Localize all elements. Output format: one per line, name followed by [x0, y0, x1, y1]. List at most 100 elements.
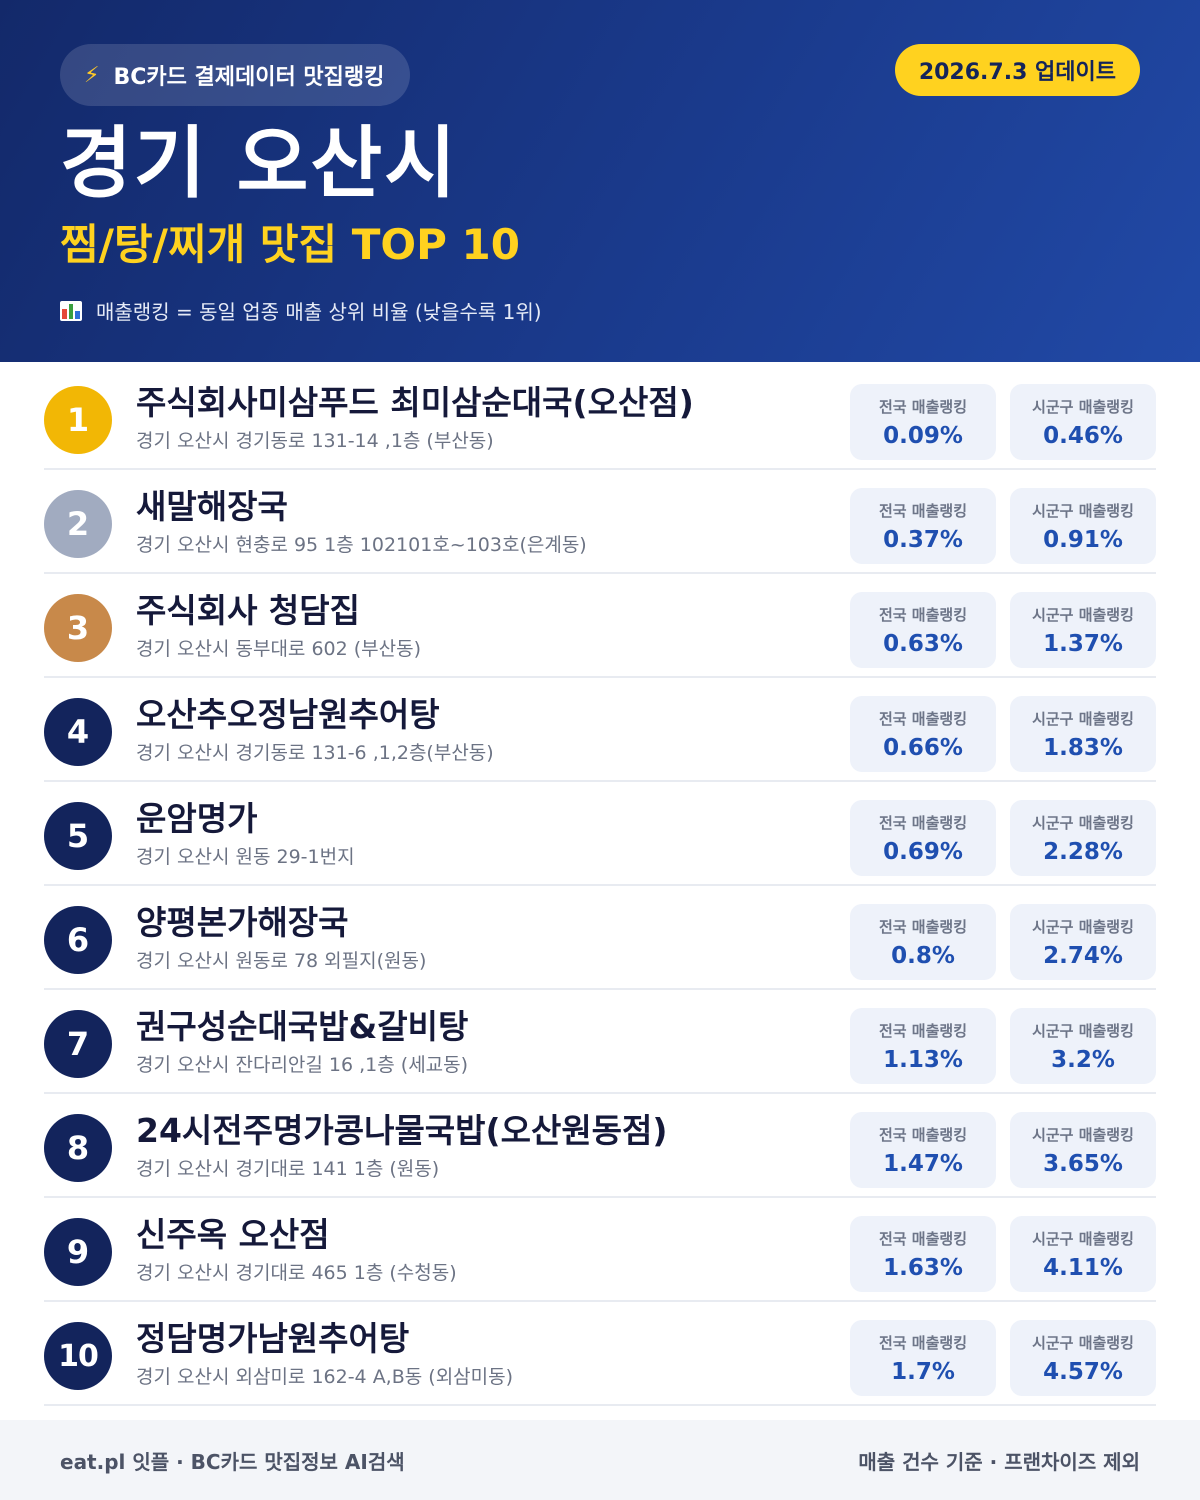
restaurant-list: 1 주식회사미삼푸드 최미삼순대국(오산점) 경기 오산시 경기동로 131-14 …	[44, 366, 1156, 1406]
national-ranking-value: 0.69%	[883, 838, 963, 865]
local-ranking-card: 시군구 매출랭킹 2.74%	[1010, 904, 1156, 980]
national-ranking-card: 전국 매출랭킹 1.47%	[850, 1112, 996, 1188]
header-banner: ⚡ BC카드 결제데이터 맛집랭킹 2026.7.3 업데이트 경기 오산시 찜…	[0, 0, 1200, 362]
local-ranking-value: 1.37%	[1043, 630, 1123, 657]
restaurant-name: 양평본가해장국	[136, 903, 349, 942]
restaurant-address: 경기 오산시 현충로 95 1층 102101호~103호(은계동)	[136, 534, 587, 556]
local-ranking-card: 시군구 매출랭킹 3.2%	[1010, 1008, 1156, 1084]
local-ranking-label: 시군구 매출랭킹	[1032, 1021, 1134, 1040]
local-ranking-label: 시군구 매출랭킹	[1032, 501, 1134, 520]
local-ranking-card: 시군구 매출랭킹 1.37%	[1010, 592, 1156, 668]
brand-badge: ⚡ BC카드 결제데이터 맛집랭킹	[60, 44, 411, 106]
national-ranking-card: 전국 매출랭킹 1.13%	[850, 1008, 996, 1084]
national-ranking-value: 1.47%	[883, 1150, 963, 1177]
local-ranking-value: 2.74%	[1043, 942, 1123, 969]
national-ranking-label: 전국 매출랭킹	[878, 709, 968, 728]
restaurant-name: 24시전주명가콩나물국밥(오산원동점)	[136, 1111, 668, 1150]
national-ranking-card: 전국 매출랭킹 0.09%	[850, 384, 996, 460]
rank-badge: 3	[44, 594, 112, 662]
national-ranking-value: 1.13%	[883, 1046, 963, 1073]
local-ranking-card: 시군구 매출랭킹 2.28%	[1010, 800, 1156, 876]
rank-badge: 10	[44, 1322, 112, 1390]
local-ranking-value: 0.91%	[1043, 526, 1123, 553]
rank-badge: 1	[44, 386, 112, 454]
list-item[interactable]: 4 오산추오정남원추어탕 경기 오산시 경기동로 131-6 ,1,2층(부산동) 전…	[44, 678, 1156, 782]
update-date-badge: 2026.7.3 업데이트	[894, 44, 1140, 96]
national-ranking-label: 전국 매출랭킹	[878, 1125, 968, 1144]
national-ranking-card: 전국 매출랭킹 0.8%	[850, 904, 996, 980]
bar-chart-icon	[60, 300, 82, 321]
national-ranking-card: 전국 매출랭킹 0.66%	[850, 696, 996, 772]
local-ranking-value: 3.2%	[1051, 1046, 1115, 1073]
local-ranking-card: 시군구 매출랭킹 1.83%	[1010, 696, 1156, 772]
national-ranking-label: 전국 매출랭킹	[878, 397, 968, 416]
list-item[interactable]: 3 주식회사 청담집 경기 오산시 동부대로 602 (부산동) 전국 매출랭킹 0.6…	[44, 574, 1156, 678]
local-ranking-value: 0.46%	[1043, 422, 1123, 449]
restaurant-address: 경기 오산시 경기대로 465 1층 (수청동)	[136, 1262, 457, 1284]
footer: eat.pl 잇플 · BC카드 맛집정보 AI검색 매출 건수 기준 · 프랜…	[0, 1420, 1200, 1500]
national-ranking-value: 0.8%	[891, 942, 955, 969]
local-ranking-card: 시군구 매출랭킹 4.11%	[1010, 1216, 1156, 1292]
restaurant-address: 경기 오산시 동부대로 602 (부산동)	[136, 638, 422, 660]
rank-badge: 9	[44, 1218, 112, 1286]
national-ranking-card: 전국 매출랭킹 0.69%	[850, 800, 996, 876]
lightning-icon: ⚡	[84, 62, 100, 88]
ranking-legend-text: 매출랭킹 = 동일 업종 매출 상위 비율 (낮을수록 1위)	[96, 300, 542, 324]
national-ranking-value: 0.37%	[883, 526, 963, 553]
national-ranking-value: 0.66%	[883, 734, 963, 761]
restaurant-name: 오산추오정남원추어탕	[136, 695, 440, 734]
restaurant-address: 경기 오산시 경기동로 131-14 ,1층 (부산동)	[136, 430, 494, 452]
footer-note: 매출 건수 기준 · 프랜차이즈 제외	[858, 1449, 1140, 1474]
restaurant-name: 정담명가남원추어탕	[136, 1319, 410, 1358]
restaurant-address: 경기 오산시 원동로 78 외필지(원동)	[136, 950, 427, 972]
local-ranking-value: 1.83%	[1043, 734, 1123, 761]
restaurant-name: 운암명가	[136, 799, 258, 838]
restaurant-address: 경기 오산시 잔다리안길 16 ,1층 (세교동)	[136, 1054, 469, 1076]
rank-badge: 4	[44, 698, 112, 766]
local-ranking-card: 시군구 매출랭킹 0.46%	[1010, 384, 1156, 460]
rank-badge: 2	[44, 490, 112, 558]
rank-badge: 8	[44, 1114, 112, 1182]
national-ranking-label: 전국 매출랭킹	[878, 605, 968, 624]
local-ranking-value: 4.11%	[1043, 1254, 1123, 1281]
rank-badge: 5	[44, 802, 112, 870]
ranking-legend: 매출랭킹 = 동일 업종 매출 상위 비율 (낮을수록 1위)	[60, 296, 542, 325]
restaurant-name: 새말해장국	[136, 487, 288, 526]
list-item[interactable]: 6 양평본가해장국 경기 오산시 원동로 78 외필지(원동) 전국 매출랭킹 0.8%…	[44, 886, 1156, 990]
restaurant-name: 권구성순대국밥&갈비탕	[136, 1007, 469, 1046]
restaurant-address: 경기 오산시 외삼미로 162-4 A,B동 (외삼미동)	[136, 1366, 514, 1388]
category-subtitle: 찜/탕/찌개 맛집 TOP 10	[60, 220, 520, 269]
list-item[interactable]: 1 주식회사미삼푸드 최미삼순대국(오산점) 경기 오산시 경기동로 131-14 …	[44, 366, 1156, 470]
local-ranking-label: 시군구 매출랭킹	[1032, 813, 1134, 832]
rank-badge: 7	[44, 1010, 112, 1078]
national-ranking-label: 전국 매출랭킹	[878, 1229, 968, 1248]
local-ranking-label: 시군구 매출랭킹	[1032, 917, 1134, 936]
local-ranking-value: 2.28%	[1043, 838, 1123, 865]
local-ranking-label: 시군구 매출랭킹	[1032, 709, 1134, 728]
national-ranking-label: 전국 매출랭킹	[878, 1021, 968, 1040]
national-ranking-label: 전국 매출랭킹	[878, 917, 968, 936]
local-ranking-label: 시군구 매출랭킹	[1032, 1333, 1134, 1352]
national-ranking-card: 전국 매출랭킹 0.63%	[850, 592, 996, 668]
local-ranking-card: 시군구 매출랭킹 3.65%	[1010, 1112, 1156, 1188]
national-ranking-card: 전국 매출랭킹 0.37%	[850, 488, 996, 564]
restaurant-name: 신주옥 오산점	[136, 1215, 330, 1254]
local-ranking-card: 시군구 매출랭킹 0.91%	[1010, 488, 1156, 564]
local-ranking-label: 시군구 매출랭킹	[1032, 397, 1134, 416]
restaurant-address: 경기 오산시 경기대로 141 1층 (원동)	[136, 1158, 440, 1180]
national-ranking-card: 전국 매출랭킹 1.7%	[850, 1320, 996, 1396]
national-ranking-value: 1.63%	[883, 1254, 963, 1281]
local-ranking-label: 시군구 매출랭킹	[1032, 1125, 1134, 1144]
footer-source: eat.pl 잇플 · BC카드 맛집정보 AI검색	[60, 1449, 405, 1474]
list-item[interactable]: 8 24시전주명가콩나물국밥(오산원동점) 경기 오산시 경기대로 141 1층 (…	[44, 1094, 1156, 1198]
restaurant-name: 주식회사미삼푸드 최미삼순대국(오산점)	[136, 383, 694, 422]
list-item[interactable]: 5 운암명가 경기 오산시 원동 29-1번지 전국 매출랭킹 0.69% 시군구 매출랭…	[44, 782, 1156, 886]
local-ranking-label: 시군구 매출랭킹	[1032, 1229, 1134, 1248]
brand-label: BC카드 결제데이터 맛집랭킹	[113, 65, 385, 90]
national-ranking-value: 1.7%	[891, 1358, 955, 1385]
national-ranking-label: 전국 매출랭킹	[878, 501, 968, 520]
